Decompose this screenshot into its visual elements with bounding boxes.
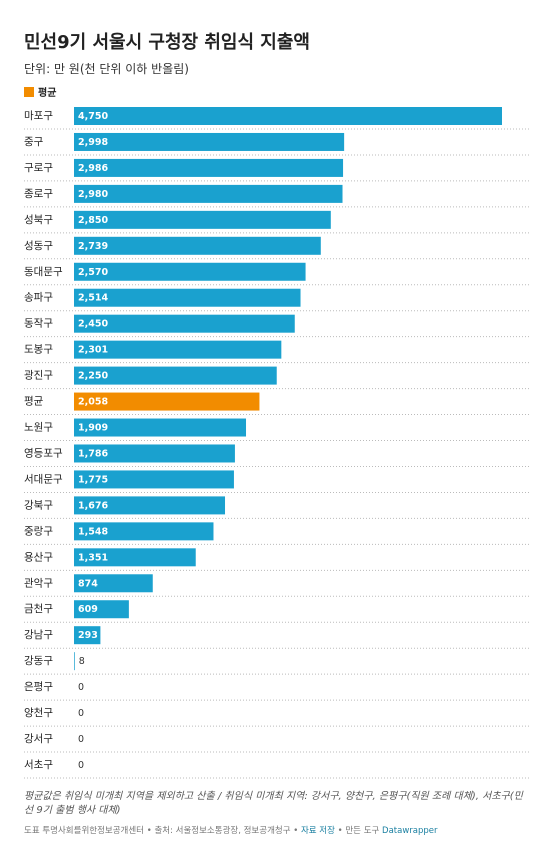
bar <box>74 444 235 463</box>
bar <box>74 522 214 541</box>
category-label: 구로구 <box>24 162 53 174</box>
notes: 평균값은 취임식 미개최 지역을 제외하고 산출 / 취임식 미개최 지역: 강… <box>24 791 523 816</box>
category-label: 강남구 <box>24 629 53 641</box>
value-label: 2,570 <box>78 267 108 278</box>
legend: 평균 <box>24 84 56 99</box>
category-label: 관악구 <box>24 577 53 589</box>
value-label: 0 <box>78 708 84 719</box>
bar <box>74 548 196 567</box>
category-label: 동작구 <box>24 318 53 330</box>
value-label: 2,739 <box>78 241 108 252</box>
category-label: 영등포구 <box>24 447 63 459</box>
value-label: 2,301 <box>78 345 108 356</box>
bar <box>74 626 101 645</box>
footer: 도표 투명사회를위한정보공개센터 • 출처: 서울정보소통광장, 정보공개청구 … <box>24 826 438 836</box>
category-label: 종로구 <box>24 188 53 200</box>
category-label: 평균 <box>24 396 44 408</box>
bar <box>74 392 260 411</box>
value-label: 2,980 <box>78 189 108 200</box>
category-label: 도봉구 <box>24 344 53 356</box>
chart: 마포구 4,750 중구 2,998 구로구 2,986 종로구 2,980 성북구 2,850 성… <box>24 107 530 779</box>
chart-subtitle: 단위: 만 원(천 단위 이하 반올림) <box>24 62 189 76</box>
bar <box>74 288 301 307</box>
value-label: 1,775 <box>78 474 108 485</box>
value-label: 2,986 <box>78 163 108 174</box>
category-label: 중랑구 <box>24 525 53 537</box>
value-label: 609 <box>78 604 98 615</box>
value-label: 8 <box>79 656 85 667</box>
legend-swatch <box>24 86 34 97</box>
category-label: 중구 <box>24 136 44 148</box>
value-label: 1,909 <box>78 423 108 434</box>
value-label: 0 <box>78 682 84 693</box>
bar <box>74 184 343 203</box>
bar <box>74 158 344 177</box>
value-label: 293 <box>78 630 98 641</box>
bar <box>74 107 502 125</box>
chart-title: 민선9기 서울시 구청장 취임식 지출액 <box>24 32 310 53</box>
value-label: 874 <box>78 578 98 589</box>
category-label: 서초구 <box>24 759 53 771</box>
category-label: 강서구 <box>24 733 53 745</box>
bar <box>74 418 247 437</box>
value-label: 1,676 <box>78 500 108 511</box>
category-label: 광진구 <box>24 370 53 382</box>
value-label: 1,548 <box>78 526 108 537</box>
tool-link[interactable]: Datawrapper <box>382 826 438 836</box>
bar <box>74 652 75 671</box>
value-label: 2,514 <box>78 293 108 304</box>
legend-label: 평균 <box>38 88 57 99</box>
bar <box>74 496 226 515</box>
category-label: 강동구 <box>24 655 53 667</box>
value-label: 2,850 <box>78 215 108 226</box>
value-label: 1,351 <box>78 552 108 563</box>
value-label: 4,750 <box>78 111 108 122</box>
bar <box>74 236 321 255</box>
value-label: 2,998 <box>78 137 108 148</box>
bar <box>74 314 295 333</box>
value-label: 0 <box>78 760 84 771</box>
value-label: 0 <box>78 734 84 745</box>
bar <box>74 132 345 151</box>
bar <box>74 340 282 359</box>
category-label: 노원구 <box>24 422 53 434</box>
bar <box>74 470 234 489</box>
bar <box>74 366 277 385</box>
category-label: 마포구 <box>24 110 53 122</box>
value-label: 2,058 <box>78 397 108 408</box>
category-label: 강북구 <box>24 499 53 511</box>
category-label: 용산구 <box>24 551 53 563</box>
category-label: 서대문구 <box>24 473 63 485</box>
bar <box>74 210 331 229</box>
value-label: 2,250 <box>78 371 108 382</box>
category-label: 성동구 <box>24 240 53 252</box>
category-label: 은평구 <box>24 681 53 693</box>
tool-prefix: 만든 도구 <box>345 826 380 836</box>
category-label: 송파구 <box>24 292 53 304</box>
category-label: 금천구 <box>24 603 53 615</box>
source: 출처: 서울정보소통광장, 정보공개청구 <box>154 826 291 836</box>
download-link[interactable]: 자료 저장 <box>300 826 335 836</box>
bar <box>74 262 306 281</box>
category-label: 양천구 <box>24 707 53 719</box>
bar <box>74 574 153 593</box>
category-label: 성북구 <box>24 214 53 226</box>
bar <box>74 600 129 619</box>
byline: 도표 투명사회를위한정보공개센터 <box>24 826 145 836</box>
value-label: 1,786 <box>78 448 108 459</box>
value-label: 2,450 <box>78 319 108 330</box>
category-label: 동대문구 <box>24 266 63 278</box>
